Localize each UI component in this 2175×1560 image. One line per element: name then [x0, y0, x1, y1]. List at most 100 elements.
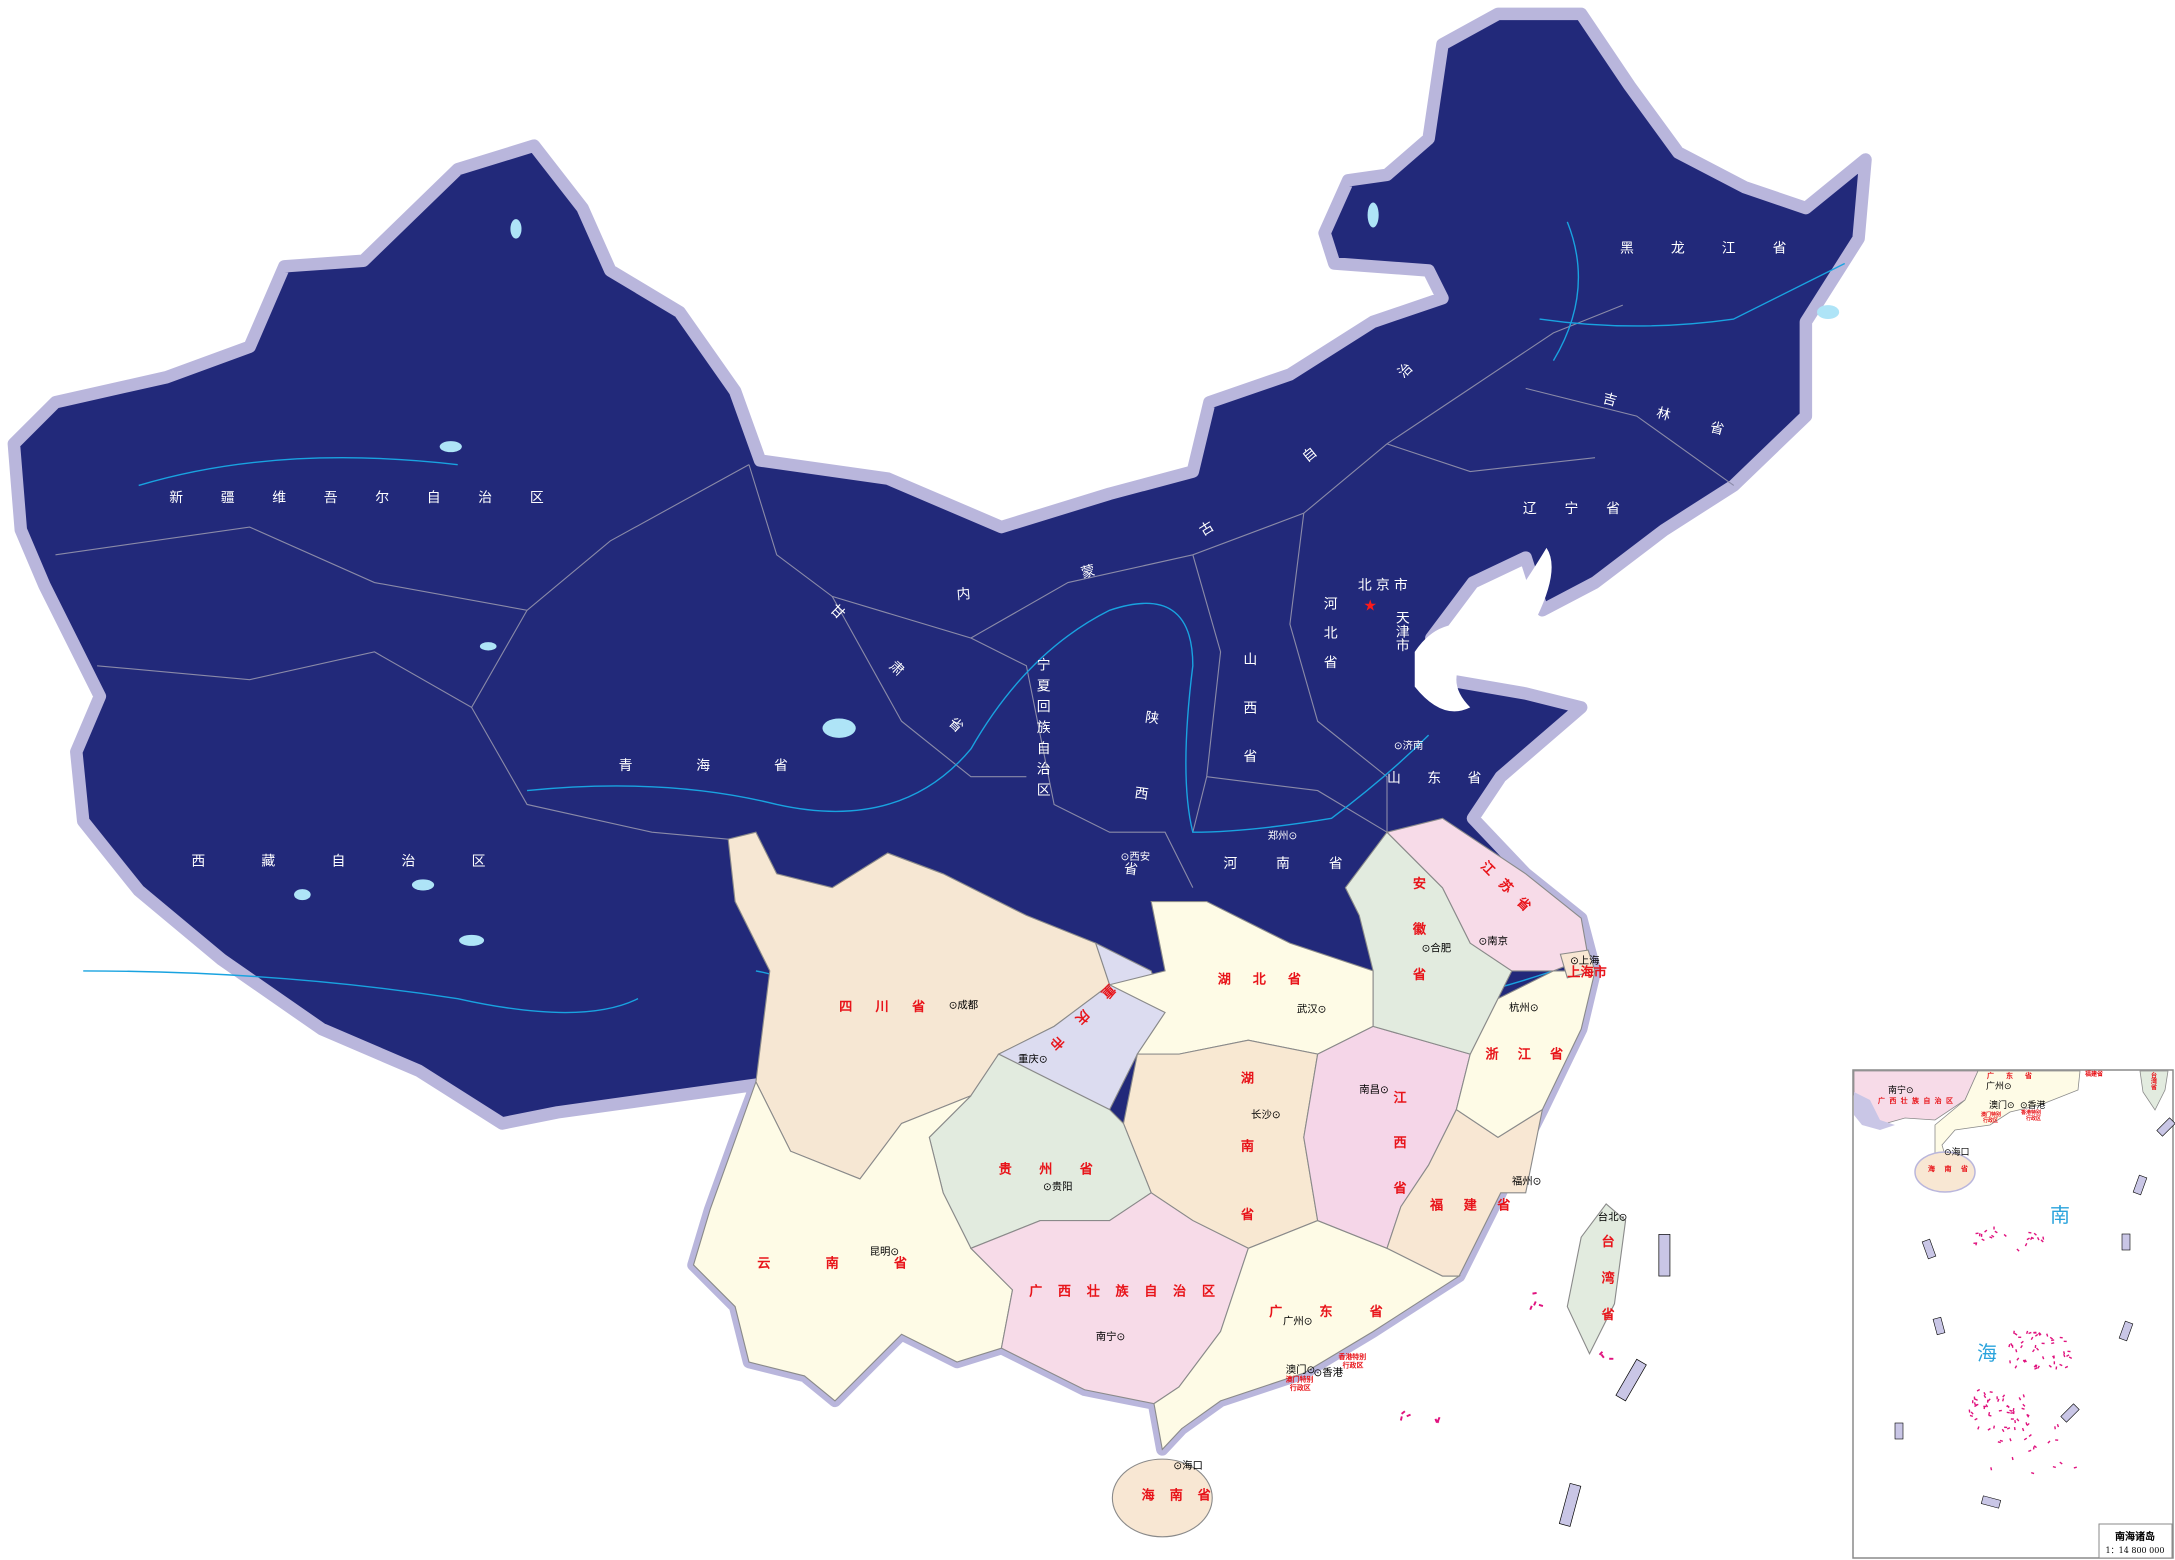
maritime-boundary-dashes — [1558, 1234, 1671, 1527]
island-speck — [1399, 1416, 1403, 1421]
north-cities: ⊙济南 郑州⊙ ⊙西安 — [1121, 739, 1424, 863]
island-speck — [2040, 1239, 2044, 1243]
island-speck — [1434, 1419, 1440, 1424]
island-speck — [1999, 1439, 2003, 1442]
main-map: ★ 新疆维吾尔自治区 西藏自治区 青海省 甘肃省 内蒙古自治区 黑龙江省 吉林省… — [7, 7, 1872, 1538]
island-speck — [2009, 1360, 2011, 1364]
city-fuzhou[interactable]: 福州⊙ — [1512, 1174, 1541, 1187]
label-hk-sar-2: 行政区 — [1342, 1361, 1364, 1370]
city-macau[interactable]: 澳门⊙ — [1286, 1363, 1316, 1376]
island-speck — [1973, 1242, 1977, 1245]
inset-label-guangdong: 广东省 — [1987, 1071, 2032, 1080]
island-speck — [2006, 1404, 2010, 1409]
island-speck — [2056, 1424, 2060, 1428]
inset-city-haikou[interactable]: ⊙海口 — [1944, 1146, 1970, 1158]
inset-boundary-dashes — [1894, 1117, 2175, 1509]
island-speck — [1532, 1291, 1537, 1295]
island-speck — [2022, 1403, 2026, 1407]
inset-hainan — [1914, 1151, 1976, 1193]
inset-label-guangxi: 广西壮族自治区 — [1878, 1096, 1953, 1105]
island-speck — [2004, 1426, 2008, 1429]
island-speck — [1988, 1414, 1992, 1417]
island-speck — [2034, 1367, 2038, 1370]
island-speck — [2021, 1427, 2025, 1432]
island-speck — [1968, 1409, 1971, 1413]
city-nanning[interactable]: 南宁⊙ — [1096, 1330, 1126, 1343]
label-macau-sar-1: 澳门特别 — [1286, 1374, 1314, 1383]
island-speck — [1969, 1414, 1974, 1418]
island-speck — [2011, 1344, 2014, 1348]
island-speck — [2028, 1331, 2032, 1335]
island-speck — [2013, 1426, 2016, 1431]
island-speck — [1978, 1233, 1981, 1237]
island-speck — [2021, 1407, 2025, 1410]
island-speck — [2036, 1237, 2040, 1241]
region-hainan[interactable] — [1111, 1458, 1213, 1538]
island-speck — [2034, 1344, 2037, 1349]
inset-city-guangzhou[interactable]: 广州⊙ — [1986, 1080, 2012, 1092]
label-sichuan: 四川省 — [839, 998, 925, 1015]
island-speck — [1997, 1441, 2001, 1444]
region-shanghai[interactable] — [1559, 949, 1596, 979]
island-speck — [2016, 1418, 2020, 1422]
city-kunming[interactable]: 昆明⊙ — [870, 1246, 900, 1258]
island-speck — [2011, 1456, 2014, 1461]
city-jinan[interactable]: ⊙济南 — [1394, 739, 1424, 752]
city-haikou[interactable]: ⊙海口 — [1173, 1459, 1202, 1472]
label-macau-sar-2: 行政区 — [1289, 1383, 1311, 1392]
island-speck — [2026, 1237, 2030, 1241]
island-speck — [1977, 1426, 1980, 1430]
region-taiwan[interactable] — [1566, 1203, 1627, 1355]
city-hangzhou[interactable]: 杭州⊙ — [1509, 1001, 1538, 1014]
city-nanjing[interactable]: ⊙南京 — [1479, 935, 1509, 948]
inset-city-hongkong[interactable]: ⊙香港 — [2020, 1099, 2046, 1111]
island-speck — [1976, 1388, 1981, 1392]
city-hongkong[interactable]: ⊙香港 — [1313, 1367, 1343, 1379]
island-speck — [1600, 1353, 1605, 1359]
island-speck — [2014, 1332, 2018, 1336]
city-hefei[interactable]: ⊙合肥 — [1422, 941, 1452, 954]
city-nanchang[interactable]: 南昌⊙ — [1359, 1083, 1389, 1096]
city-shanghai[interactable]: ⊙上海 — [1570, 954, 1600, 967]
city-wuhan[interactable]: 武汉⊙ — [1297, 1003, 1327, 1016]
island-speck — [2068, 1356, 2073, 1359]
island-speck — [2026, 1413, 2030, 1417]
label-zhejiang: 浙江省 — [1485, 1045, 1563, 1062]
city-chongqing[interactable]: 重庆⊙ — [1018, 1052, 1048, 1065]
city-guangzhou[interactable]: 广州⊙ — [1283, 1316, 1313, 1328]
label-hubei: 湖北省 — [1218, 970, 1301, 987]
city-changsha[interactable]: 长沙⊙ — [1251, 1109, 1281, 1121]
island-speck — [2055, 1366, 2058, 1370]
inset-frame — [1852, 1069, 2174, 1559]
label-hainan: 海南省 — [1142, 1486, 1211, 1503]
island-speck — [1972, 1400, 1974, 1404]
island-speck — [2063, 1340, 2067, 1343]
city-xian[interactable]: ⊙西安 — [1121, 850, 1151, 863]
city-zhengzhou[interactable]: 郑州⊙ — [1268, 829, 1298, 842]
island-speck — [1994, 1230, 1998, 1234]
island-speck — [2016, 1357, 2020, 1361]
island-speck — [2001, 1398, 2005, 1402]
city-chengdu[interactable]: ⊙成都 — [949, 999, 978, 1011]
inset-taiwan — [2139, 1070, 2169, 1111]
island-speck — [2002, 1394, 2006, 1398]
island-speck — [2064, 1365, 2069, 1369]
island-speck — [1973, 1402, 1976, 1406]
island-speck — [2028, 1433, 2032, 1437]
island-speck — [1993, 1226, 1995, 1230]
island-speck — [2034, 1333, 2039, 1337]
inset-city-macau[interactable]: 澳门⊙ — [1989, 1099, 2015, 1111]
label-beijing: 北京市 — [1358, 576, 1408, 593]
city-guiyang[interactable]: ⊙贵阳 — [1043, 1180, 1073, 1193]
island-speck — [2052, 1465, 2056, 1469]
city-taibei[interactable]: 台北⊙ — [1598, 1211, 1627, 1224]
island-speck — [2014, 1365, 2018, 1369]
island-speck — [2051, 1339, 2055, 1342]
inset-city-nanning[interactable]: 南宁⊙ — [1888, 1084, 1914, 1096]
island-speck — [2026, 1422, 2030, 1427]
inset-label-hainan: 海南省 — [1928, 1164, 1968, 1173]
island-speck — [2048, 1364, 2052, 1368]
region-yunnan[interactable] — [692, 1080, 1014, 1402]
island-speck — [2012, 1408, 2015, 1412]
province-borders-north — [55, 304, 1735, 888]
